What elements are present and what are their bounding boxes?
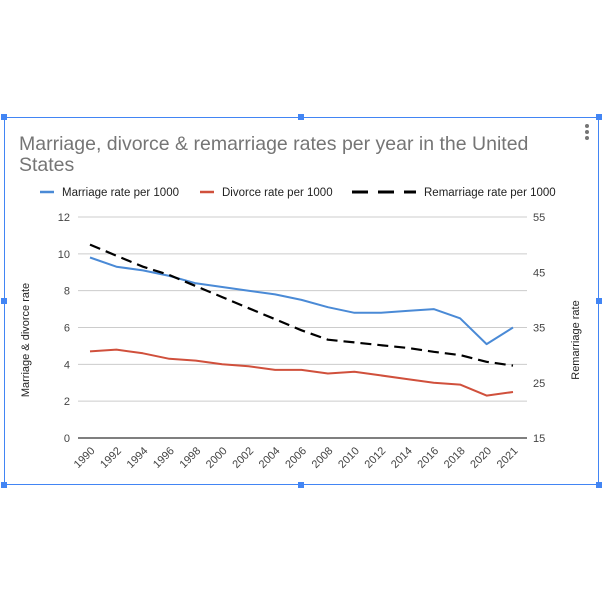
x-tick-label: 2002 (230, 445, 256, 471)
y2-tick-label: 35 (533, 323, 545, 335)
x-tick-label: 2021 (495, 445, 521, 471)
x-tick-label: 2010 (336, 445, 362, 471)
legend-label: Divorce rate per 1000 (222, 187, 333, 199)
y-tick-label: 4 (64, 359, 70, 371)
series-line-1 (89, 256, 514, 346)
x-tick-label: 2004 (257, 445, 283, 471)
x-tick-label: 1996 (151, 445, 177, 471)
more-options-icon[interactable] (584, 124, 590, 144)
resize-handle-middle-right[interactable] (596, 298, 602, 304)
x-tick-label: 2012 (363, 445, 389, 471)
y2-tick-label: 15 (533, 433, 545, 445)
resize-handle-bottom-right[interactable] (596, 482, 602, 488)
x-tick-label: 2008 (310, 445, 336, 471)
x-tick-label: 1992 (98, 445, 124, 471)
series-line-2 (89, 348, 514, 397)
resize-handle-top-center[interactable] (298, 114, 304, 120)
x-tick-label: 1990 (72, 445, 98, 471)
chart-container[interactable] (4, 117, 599, 485)
y-tick-label: 10 (58, 249, 70, 261)
resize-handle-bottom-center[interactable] (298, 482, 304, 488)
x-tick-label: 2006 (283, 445, 309, 471)
resize-handle-top-right[interactable] (596, 114, 602, 120)
legend-label: Remarriage rate per 1000 (424, 187, 556, 199)
x-tick-label: 2020 (468, 445, 494, 471)
resize-handle-bottom-left[interactable] (1, 482, 7, 488)
legend-label: Marriage rate per 1000 (62, 187, 179, 199)
y-tick-label: 12 (58, 212, 70, 224)
x-tick-label: 2018 (442, 445, 468, 471)
y-tick-label: 0 (64, 433, 70, 445)
x-tick-label: 1998 (178, 445, 204, 471)
y-tick-label: 8 (64, 286, 70, 298)
resize-handle-middle-left[interactable] (1, 298, 7, 304)
chart-title: Marriage, divorce & remarriage rates per… (19, 133, 529, 176)
x-tick-label: 1994 (125, 445, 151, 471)
series-line-3 (89, 243, 514, 367)
x-tick-label: 2016 (415, 445, 441, 471)
resize-handle-top-left[interactable] (1, 114, 7, 120)
y2-tick-label: 45 (533, 267, 545, 279)
x-tick-label: 2014 (389, 445, 415, 471)
x-tick-label: 2000 (204, 445, 230, 471)
y-axis-title: Marriage & divorce rate (20, 283, 32, 397)
y2-tick-label: 55 (533, 212, 545, 224)
y2-tick-label: 25 (533, 378, 545, 390)
y-tick-label: 6 (64, 323, 70, 335)
y2-axis-title: Remarriage rate (570, 300, 582, 379)
y-tick-label: 2 (64, 396, 70, 408)
